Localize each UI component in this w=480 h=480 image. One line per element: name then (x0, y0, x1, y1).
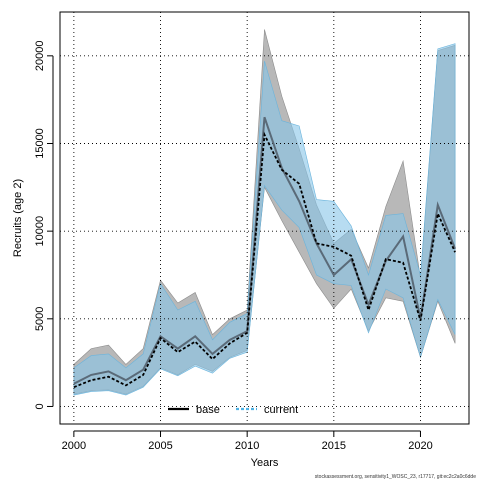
x-tick-label: 2000 (62, 440, 86, 452)
confidence-bands (73, 29, 456, 396)
y-tick-label: 10000 (34, 216, 46, 247)
band-current (73, 43, 456, 396)
legend: base current (168, 404, 298, 416)
legend-label-base: base (196, 404, 220, 416)
y-tick-label: 0 (34, 403, 46, 409)
y-tick-label: 5000 (34, 307, 46, 331)
y-axis: 0 5000 10000 15000 20000 (34, 41, 54, 410)
series-line-current (73, 131, 456, 389)
y-tick-label: 20000 (34, 41, 46, 72)
grid-lines (60, 12, 469, 424)
y-tick-label: 15000 (34, 128, 46, 159)
x-tick-label: 2010 (235, 440, 259, 452)
y-axis-title: Recruits (age 2) (12, 179, 24, 257)
x-axis: 2000 2005 2010 2015 2020 (62, 430, 433, 452)
series-lines (73, 116, 457, 389)
plot-frame (59, 11, 470, 425)
x-tick-label: 2015 (322, 440, 346, 452)
footer-note: stockassessment.org, sensitivity1_WOSC_2… (315, 474, 476, 480)
series-line-base (73, 116, 457, 385)
x-tick-label: 2020 (408, 440, 432, 452)
x-tick-label: 2005 (148, 440, 172, 452)
x-axis-title: Years (251, 457, 279, 469)
legend-label-current: current (264, 404, 298, 416)
